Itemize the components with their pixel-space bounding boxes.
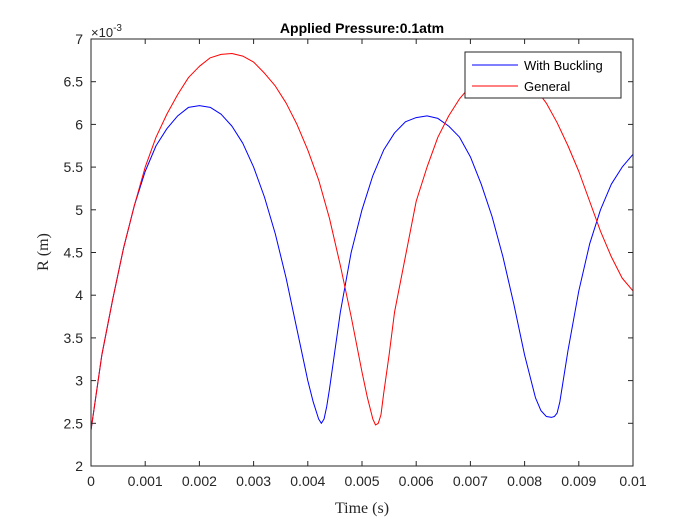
x-tick-label: 0.005 bbox=[344, 473, 379, 489]
y-axis-label: R (m) bbox=[35, 233, 52, 271]
y-tick-label: 2.5 bbox=[64, 415, 84, 431]
svg-text:×10-3: ×10-3 bbox=[91, 23, 122, 40]
x-tick-label: 0 bbox=[87, 473, 95, 489]
chart-title: Applied Pressure:0.1atm bbox=[280, 20, 444, 36]
legend: With Buckling General bbox=[464, 51, 622, 99]
x-tick-label: 0.01 bbox=[619, 473, 646, 489]
x-axis: 0 0.001 0.002 0.003 0.004 0.005 0.006 0.007 0.00… bbox=[87, 39, 647, 489]
x-tick-label: 0.006 bbox=[399, 473, 434, 489]
y-tick-label: 4.5 bbox=[64, 245, 84, 261]
x-tick-label: 0.004 bbox=[290, 473, 325, 489]
legend-label-with-buckling: With Buckling bbox=[524, 58, 603, 73]
y-axis: 2 2.5 3 3.5 4 4.5 5 5.5 6 6.5 7 bbox=[64, 31, 633, 474]
plot-area bbox=[91, 39, 633, 466]
legend-label-general: General bbox=[524, 79, 570, 94]
y-tick-label: 6.5 bbox=[64, 74, 84, 90]
x-tick-label: 0.002 bbox=[182, 473, 217, 489]
y-tick-label: 6 bbox=[75, 116, 83, 132]
x-tick-label: 0.007 bbox=[453, 473, 488, 489]
x-tick-label: 0.008 bbox=[507, 473, 542, 489]
y-tick-label: 2 bbox=[75, 458, 83, 474]
y-exponent-label: ×10-3 bbox=[91, 23, 122, 40]
x-tick-label: 0.003 bbox=[236, 473, 271, 489]
y-tick-label: 5 bbox=[75, 202, 83, 218]
series-line-with-buckling bbox=[90, 105, 634, 431]
y-tick-label: 7 bbox=[75, 31, 83, 47]
y-tick-label: 5.5 bbox=[64, 159, 84, 175]
y-tick-label: 3.5 bbox=[64, 330, 84, 346]
y-exponent-base: ×10 bbox=[91, 25, 113, 40]
legend-box bbox=[464, 51, 622, 99]
x-axis-label: Time (s) bbox=[335, 500, 389, 517]
x-tick-label: 0.001 bbox=[128, 473, 163, 489]
y-tick-label: 4 bbox=[75, 287, 83, 303]
y-tick-label: 3 bbox=[75, 373, 83, 389]
x-tick-label: 0.009 bbox=[561, 473, 596, 489]
y-exponent-power: -3 bbox=[113, 23, 122, 34]
